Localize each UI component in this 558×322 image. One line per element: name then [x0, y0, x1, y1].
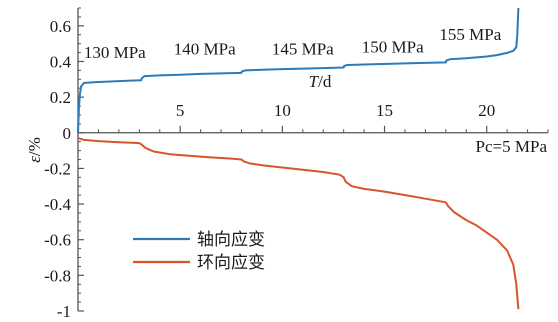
y-tick-label: 0 [63, 124, 72, 143]
confining-pressure-label: Pc=5 MPa [476, 137, 548, 156]
x-tick-label: 10 [274, 101, 291, 120]
stress-stage-label: 145 MPa [272, 39, 334, 58]
stress-stage-label: 150 MPa [362, 38, 424, 57]
y-tick-label: 0.4 [50, 52, 72, 71]
hoop-strain-line [77, 137, 520, 310]
x-axis-label-unit: /d [318, 72, 332, 91]
y-tick-label: 0.6 [50, 17, 71, 36]
stage-annotations: 130 MPa 140 MPa 145 MPa 150 MPa 155 MPa [84, 25, 502, 62]
stress-stage-label: 130 MPa [84, 43, 146, 62]
legend: 轴向应变 环向应变 [133, 230, 265, 273]
stress-stage-label: 140 MPa [174, 39, 236, 58]
stress-stage-label: 155 MPa [439, 25, 501, 44]
x-tick-label: 5 [176, 101, 185, 120]
y-axis-label: ε/% [25, 137, 44, 163]
x-tick-label: 15 [376, 101, 393, 120]
y-tick-label: -0.8 [44, 266, 71, 285]
x-axis-label-var: T [309, 72, 320, 91]
y-tick-label: -0.2 [44, 159, 71, 178]
legend-hoop-label: 环向应变 [197, 253, 265, 273]
y-tick-label: -1 [57, 302, 71, 321]
x-tick-label: 20 [478, 101, 495, 120]
x-axis-label: T/d [309, 72, 332, 91]
y-tick-label: -0.4 [44, 195, 71, 214]
y-tick-label: -0.6 [44, 231, 71, 250]
legend-axial-label: 轴向应变 [197, 230, 265, 250]
y-tick-label: 0.2 [50, 88, 71, 107]
series-layer [77, 7, 520, 310]
ticks: -1 -0.8 -0.6 -0.4 -0.2 0 0.2 0.4 0.6 5 10 15 20 [44, 7, 549, 321]
axial-strain-line [77, 7, 520, 133]
